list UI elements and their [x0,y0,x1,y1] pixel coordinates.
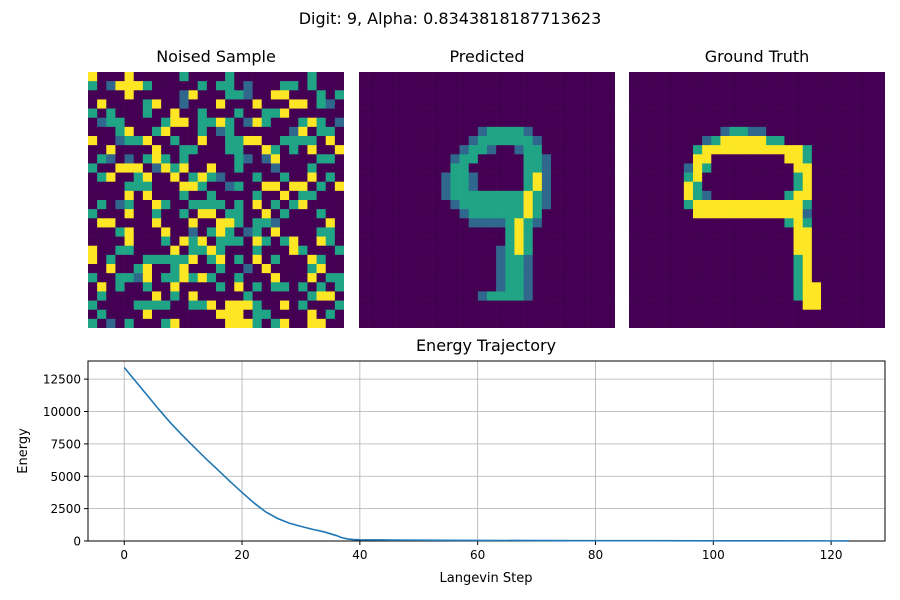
ground-truth-image [629,72,885,328]
y-tick-label: 2500 [50,502,81,516]
x-axis-label: Langevin Step [440,571,533,586]
y-tick-label: 10000 [43,405,81,419]
noised-sample-image [88,72,344,328]
x-tick-label: 100 [702,548,725,562]
x-tick-label: 120 [820,548,843,562]
x-tick-label: 80 [588,548,603,562]
y-tick-label: 7500 [50,437,81,451]
ground-truth-title: Ground Truth [704,47,810,66]
predicted-image [359,72,615,328]
x-tick-label: 20 [234,548,249,562]
y-axis-label: Energy [16,428,31,474]
energy-line [123,366,849,542]
y-tick-label: 5000 [50,470,81,484]
chart-title: Energy Trajectory [416,336,556,355]
x-tick-label: 40 [352,548,367,562]
predicted-title: Predicted [449,47,525,66]
y-tick-label: 12500 [43,373,81,387]
noised-sample-title: Noised Sample [156,47,276,66]
plot-area-frame [87,360,886,542]
x-tick-label: 60 [470,548,485,562]
figure-title: Digit: 9, Alpha: 0.8343818187713623 [298,9,602,28]
y-tick-label: 0 [73,535,81,549]
x-tick-label: 0 [120,548,128,562]
